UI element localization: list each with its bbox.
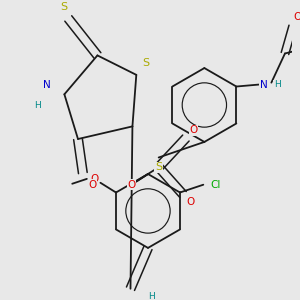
Text: O: O (187, 197, 195, 207)
Text: S: S (155, 162, 162, 172)
Text: O: O (293, 11, 300, 22)
Text: O: O (190, 125, 198, 135)
Text: S: S (142, 58, 150, 68)
Text: O: O (91, 174, 99, 184)
Text: Cl: Cl (211, 180, 221, 190)
Text: O: O (127, 180, 136, 190)
Text: N: N (43, 80, 51, 90)
Text: S: S (60, 2, 67, 12)
Text: H: H (274, 80, 281, 89)
Text: N: N (260, 80, 268, 90)
Text: H: H (148, 292, 155, 300)
Text: O: O (88, 180, 97, 190)
Text: H: H (34, 101, 40, 110)
